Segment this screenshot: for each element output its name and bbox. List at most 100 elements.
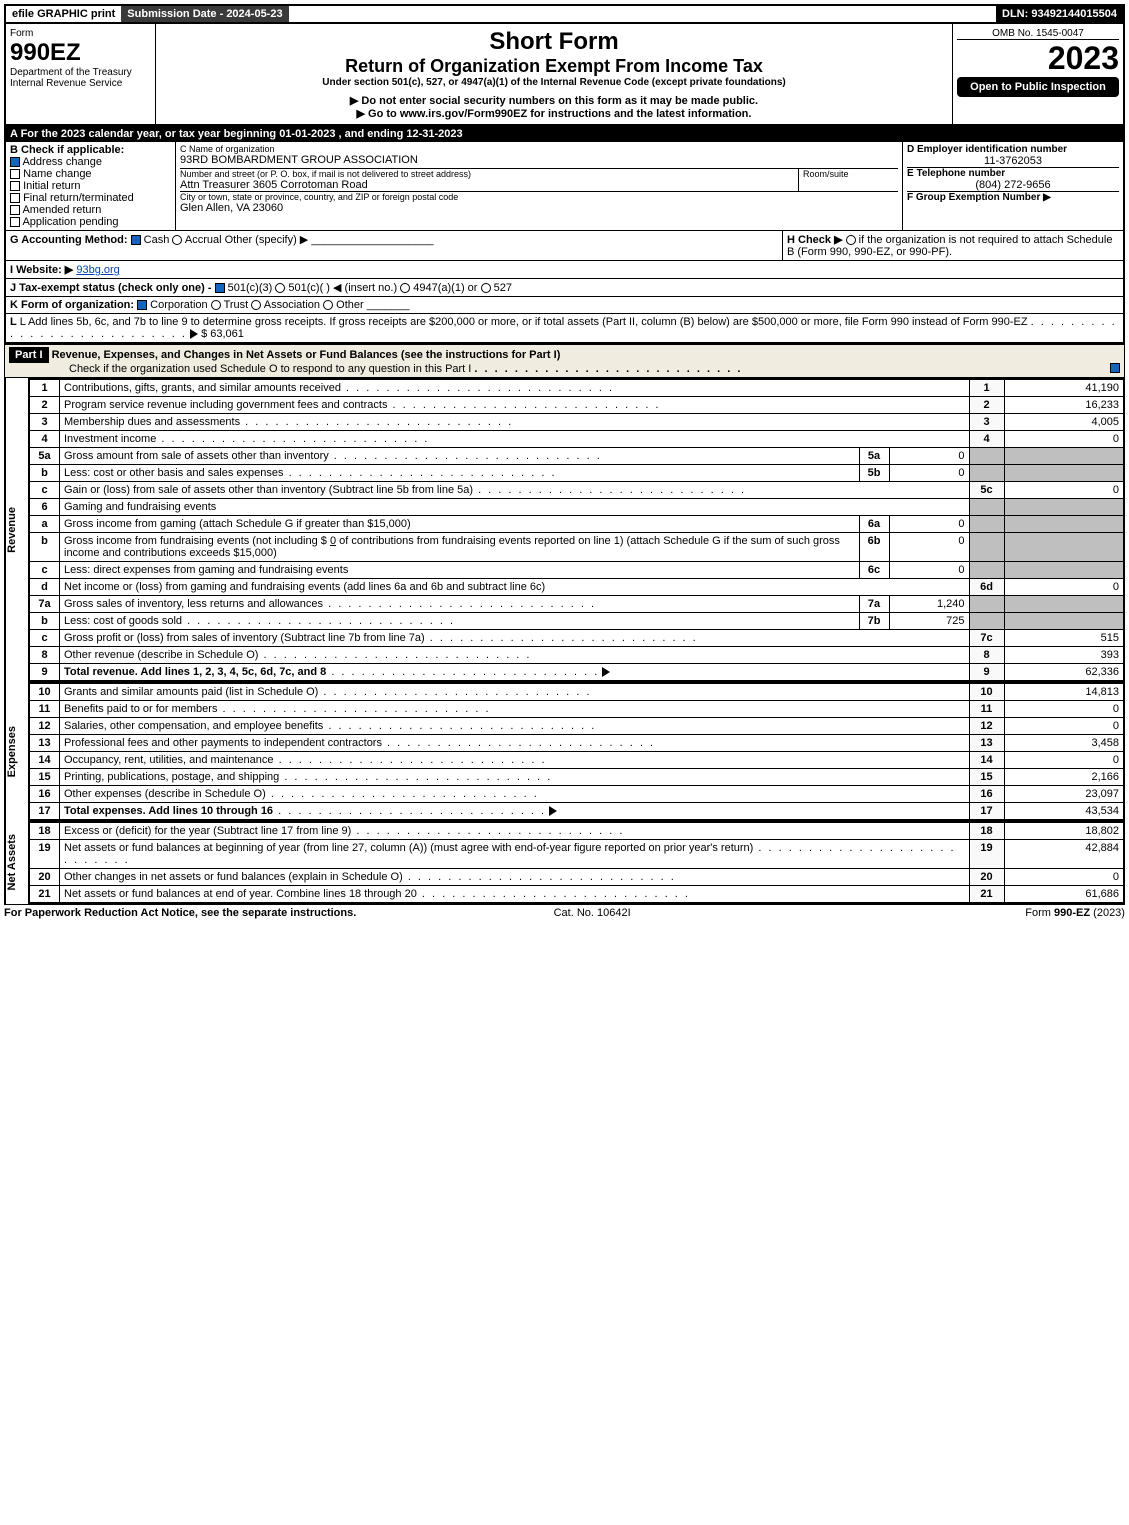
part-i-checkbox-icon[interactable] (1110, 363, 1120, 373)
checkbox-icon[interactable] (10, 193, 20, 203)
website-link[interactable]: 93bg.org (76, 264, 119, 276)
line-6a-pre: a (30, 516, 60, 533)
form-number: 990EZ (10, 39, 151, 67)
k-assoc-radio-icon[interactable] (251, 300, 261, 310)
line-5c: c Gain or (loss) from sale of assets othe… (30, 482, 1125, 499)
line-21-num: 21 (969, 886, 1004, 904)
accrual-radio-icon[interactable] (172, 235, 182, 245)
line-3-desc: Membership dues and assessments (64, 416, 240, 428)
line-9-amt: 62,336 (1004, 664, 1124, 682)
l-amount: $ 63,061 (201, 328, 244, 340)
b-item-1[interactable]: Name change (10, 168, 171, 180)
k-corp-checkbox-icon[interactable] (137, 300, 147, 310)
j-a: 501(c)(3) (228, 282, 273, 294)
line-21-desc: Net assets or fund balances at end of ye… (64, 888, 417, 900)
line-6c-sa: 0 (889, 562, 969, 579)
j-b: 501(c)( ) ◀ (insert no.) (288, 282, 397, 294)
tax-year: 2023 (957, 40, 1119, 77)
line-8-desc: Other revenue (describe in Schedule O) (64, 649, 258, 661)
line-6b-pre: b (30, 533, 60, 562)
line-7b: bLess: cost of goods sold7b725 (30, 613, 1125, 630)
line-14-num: 14 (969, 752, 1004, 769)
b-item-4[interactable]: Amended return (10, 204, 171, 216)
line-6-desc: Gaming and fundraising events (60, 499, 970, 516)
bcdef-row: B Check if applicable: Address change Na… (4, 142, 1125, 231)
return-title: Return of Organization Exempt From Incom… (160, 56, 948, 77)
checkbox-icon[interactable] (10, 157, 20, 167)
efile-label[interactable]: efile GRAPHIC print (6, 6, 121, 22)
c-city-label: City or town, state or province, country… (180, 192, 898, 202)
section-i: I Website: ▶ 93bg.org (6, 261, 1123, 278)
h-radio-icon[interactable] (846, 235, 856, 245)
line-4-num: 4 (969, 431, 1004, 448)
line-5a-sa: 0 (889, 448, 969, 465)
k-trust-radio-icon[interactable] (211, 300, 221, 310)
line-7c-num: 7c (969, 630, 1004, 647)
b-text-3: Final return/terminated (23, 192, 134, 204)
expenses-section: Expenses 10Grants and similar amounts pa… (4, 682, 1125, 821)
revenue-label: Revenue (6, 507, 28, 553)
section-def: D Employer identification number 11-3762… (903, 142, 1123, 230)
line-3: 3Membership dues and assessments34,005 (30, 414, 1125, 431)
j-501c3-checkbox-icon[interactable] (215, 283, 225, 293)
net-vertical-label: Net Assets (6, 821, 29, 904)
k-row: K Form of organization: Corporation Trus… (4, 297, 1125, 314)
line-20-num: 20 (969, 869, 1004, 886)
checkbox-icon[interactable] (10, 169, 20, 179)
line-1: 1Contributions, gifts, grants, and simil… (30, 379, 1125, 397)
b-text-0: Address change (22, 156, 102, 168)
line-7b-pre: b (30, 613, 60, 630)
line-6-pre: 6 (30, 499, 60, 516)
line-12: 12Salaries, other compensation, and empl… (30, 718, 1125, 735)
line-5c-desc: Gain or (loss) from sale of assets other… (64, 484, 473, 496)
expenses-label: Expenses (6, 726, 28, 777)
section-k: K Form of organization: Corporation Trus… (6, 297, 1123, 313)
line-7a: 7aGross sales of inventory, less returns… (30, 596, 1125, 613)
line-17: 17Total expenses. Add lines 10 through 1… (30, 803, 1125, 821)
line-3-num: 3 (969, 414, 1004, 431)
footer-catno: Cat. No. 10642I (554, 907, 631, 919)
expenses-table: 10Grants and similar amounts paid (list … (29, 682, 1125, 821)
b-item-3[interactable]: Final return/terminated (10, 192, 171, 204)
line-6a-sn: 6a (859, 516, 889, 533)
c-street: Attn Treasurer 3605 Corrotoman Road (180, 179, 798, 191)
checkbox-icon[interactable] (10, 217, 20, 227)
k-other-radio-icon[interactable] (323, 300, 333, 310)
c-room-label: Room/suite (803, 169, 898, 179)
j-4947-radio-icon[interactable] (400, 283, 410, 293)
line-18-amt: 18,802 (1004, 822, 1124, 840)
checkbox-icon[interactable] (10, 205, 20, 215)
c-org-name: 93RD BOMBARDMENT GROUP ASSOCIATION (180, 154, 898, 166)
g-other: Other (specify) ▶ (225, 234, 309, 246)
line-9: 9Total revenue. Add lines 1, 2, 3, 4, 5c… (30, 664, 1125, 682)
line-19-amt: 42,884 (1004, 840, 1124, 869)
line-6b-desc: Gross income from fundraising events (no… (64, 535, 327, 547)
cash-checkbox-icon[interactable] (131, 235, 141, 245)
form-id-col: Form 990EZ Department of the Treasury In… (6, 24, 156, 124)
checkbox-icon[interactable] (10, 181, 20, 191)
part-i-title: Revenue, Expenses, and Changes in Net As… (52, 349, 561, 361)
b-item-2[interactable]: Initial return (10, 180, 171, 192)
j-row: J Tax-exempt status (check only one) - 5… (4, 279, 1125, 297)
line-6d-amt: 0 (1004, 579, 1124, 596)
d-label: D Employer identification number (907, 144, 1119, 155)
line-13-num: 13 (969, 735, 1004, 752)
b-item-0[interactable]: Address change (10, 156, 171, 168)
line-13-desc: Professional fees and other payments to … (64, 737, 382, 749)
line-16: 16Other expenses (describe in Schedule O… (30, 786, 1125, 803)
j-527-radio-icon[interactable] (481, 283, 491, 293)
arrow-icon (549, 806, 557, 816)
expenses-vertical-label: Expenses (6, 682, 29, 821)
net-label: Net Assets (6, 834, 28, 890)
line-15-amt: 2,166 (1004, 769, 1124, 786)
b-item-5[interactable]: Application pending (10, 216, 171, 228)
line-15-num: 15 (969, 769, 1004, 786)
d-ein: 11-3762053 (907, 155, 1119, 167)
line-15-desc: Printing, publications, postage, and shi… (64, 771, 279, 783)
j-501c-radio-icon[interactable] (275, 283, 285, 293)
line-5c-pre: c (30, 482, 60, 499)
goto-link[interactable]: ▶ Go to www.irs.gov/Form990EZ for instru… (160, 107, 948, 120)
h-label: H Check ▶ (787, 234, 843, 246)
line-7c-amt: 515 (1004, 630, 1124, 647)
line-12-amt: 0 (1004, 718, 1124, 735)
